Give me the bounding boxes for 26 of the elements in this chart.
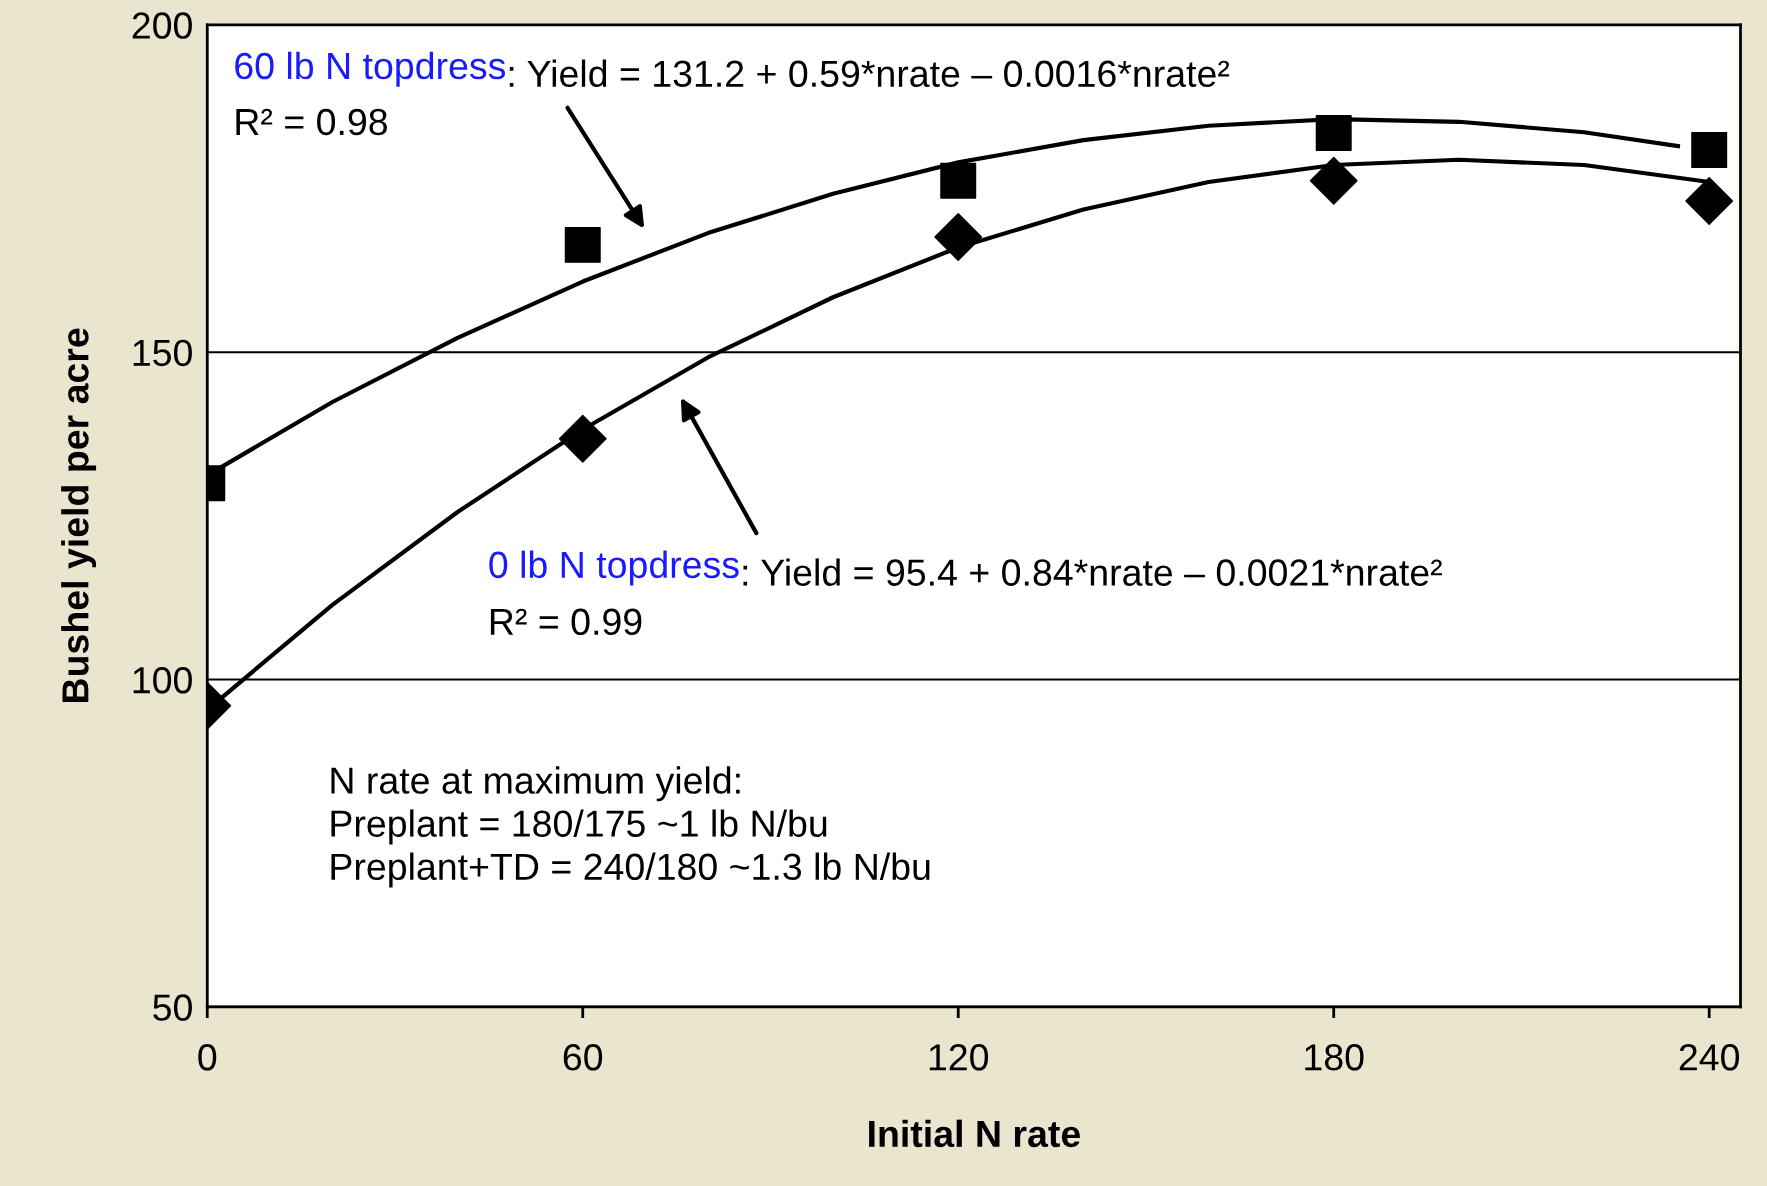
x-tick-label: 60: [563, 1044, 603, 1071]
point: [1685, 177, 1734, 225]
y-axis-title: Bushel yield per acre: [61, 328, 97, 703]
x-axis-title: Initial N rate: [869, 1119, 1080, 1148]
annotation: : Yield = 95.4 + 0.84*nrate – 0.0021*nrate²: [743, 558, 1442, 586]
point: [564, 226, 601, 263]
y-tick-label: 100: [133, 666, 192, 694]
annotation: R² = 0.98: [236, 108, 387, 136]
point: [1315, 114, 1352, 151]
annotation: : Yield = 131.2 + 0.59*nrate – 0.0016*nrate²: [509, 59, 1230, 88]
y-tick-label: 200: [132, 12, 192, 39]
annotation: 0 lb N topdress: [489, 550, 739, 586]
point: [1309, 156, 1358, 205]
point: [558, 414, 607, 463]
annotation: R² = 0.99: [490, 608, 642, 636]
x-tick-label: 180: [1305, 1044, 1364, 1071]
x-tick-label: 240: [1679, 1044, 1740, 1071]
point: [940, 162, 977, 199]
x-tick-label: 120: [929, 1044, 989, 1071]
annotation: N rate at maximum yield: Preplant = 180/175 ~1 lb N/bu Preplant+TD = 240/180 ~1.3 lb N/bu: [331, 766, 930, 888]
x-tick-label: 0: [198, 1044, 217, 1071]
annotation: 60 lb N topdress: [235, 51, 506, 87]
y-tick-label: 50: [153, 994, 192, 1021]
y-tick-label: 150: [133, 339, 192, 367]
point: [934, 213, 983, 261]
point: [1691, 131, 1728, 168]
